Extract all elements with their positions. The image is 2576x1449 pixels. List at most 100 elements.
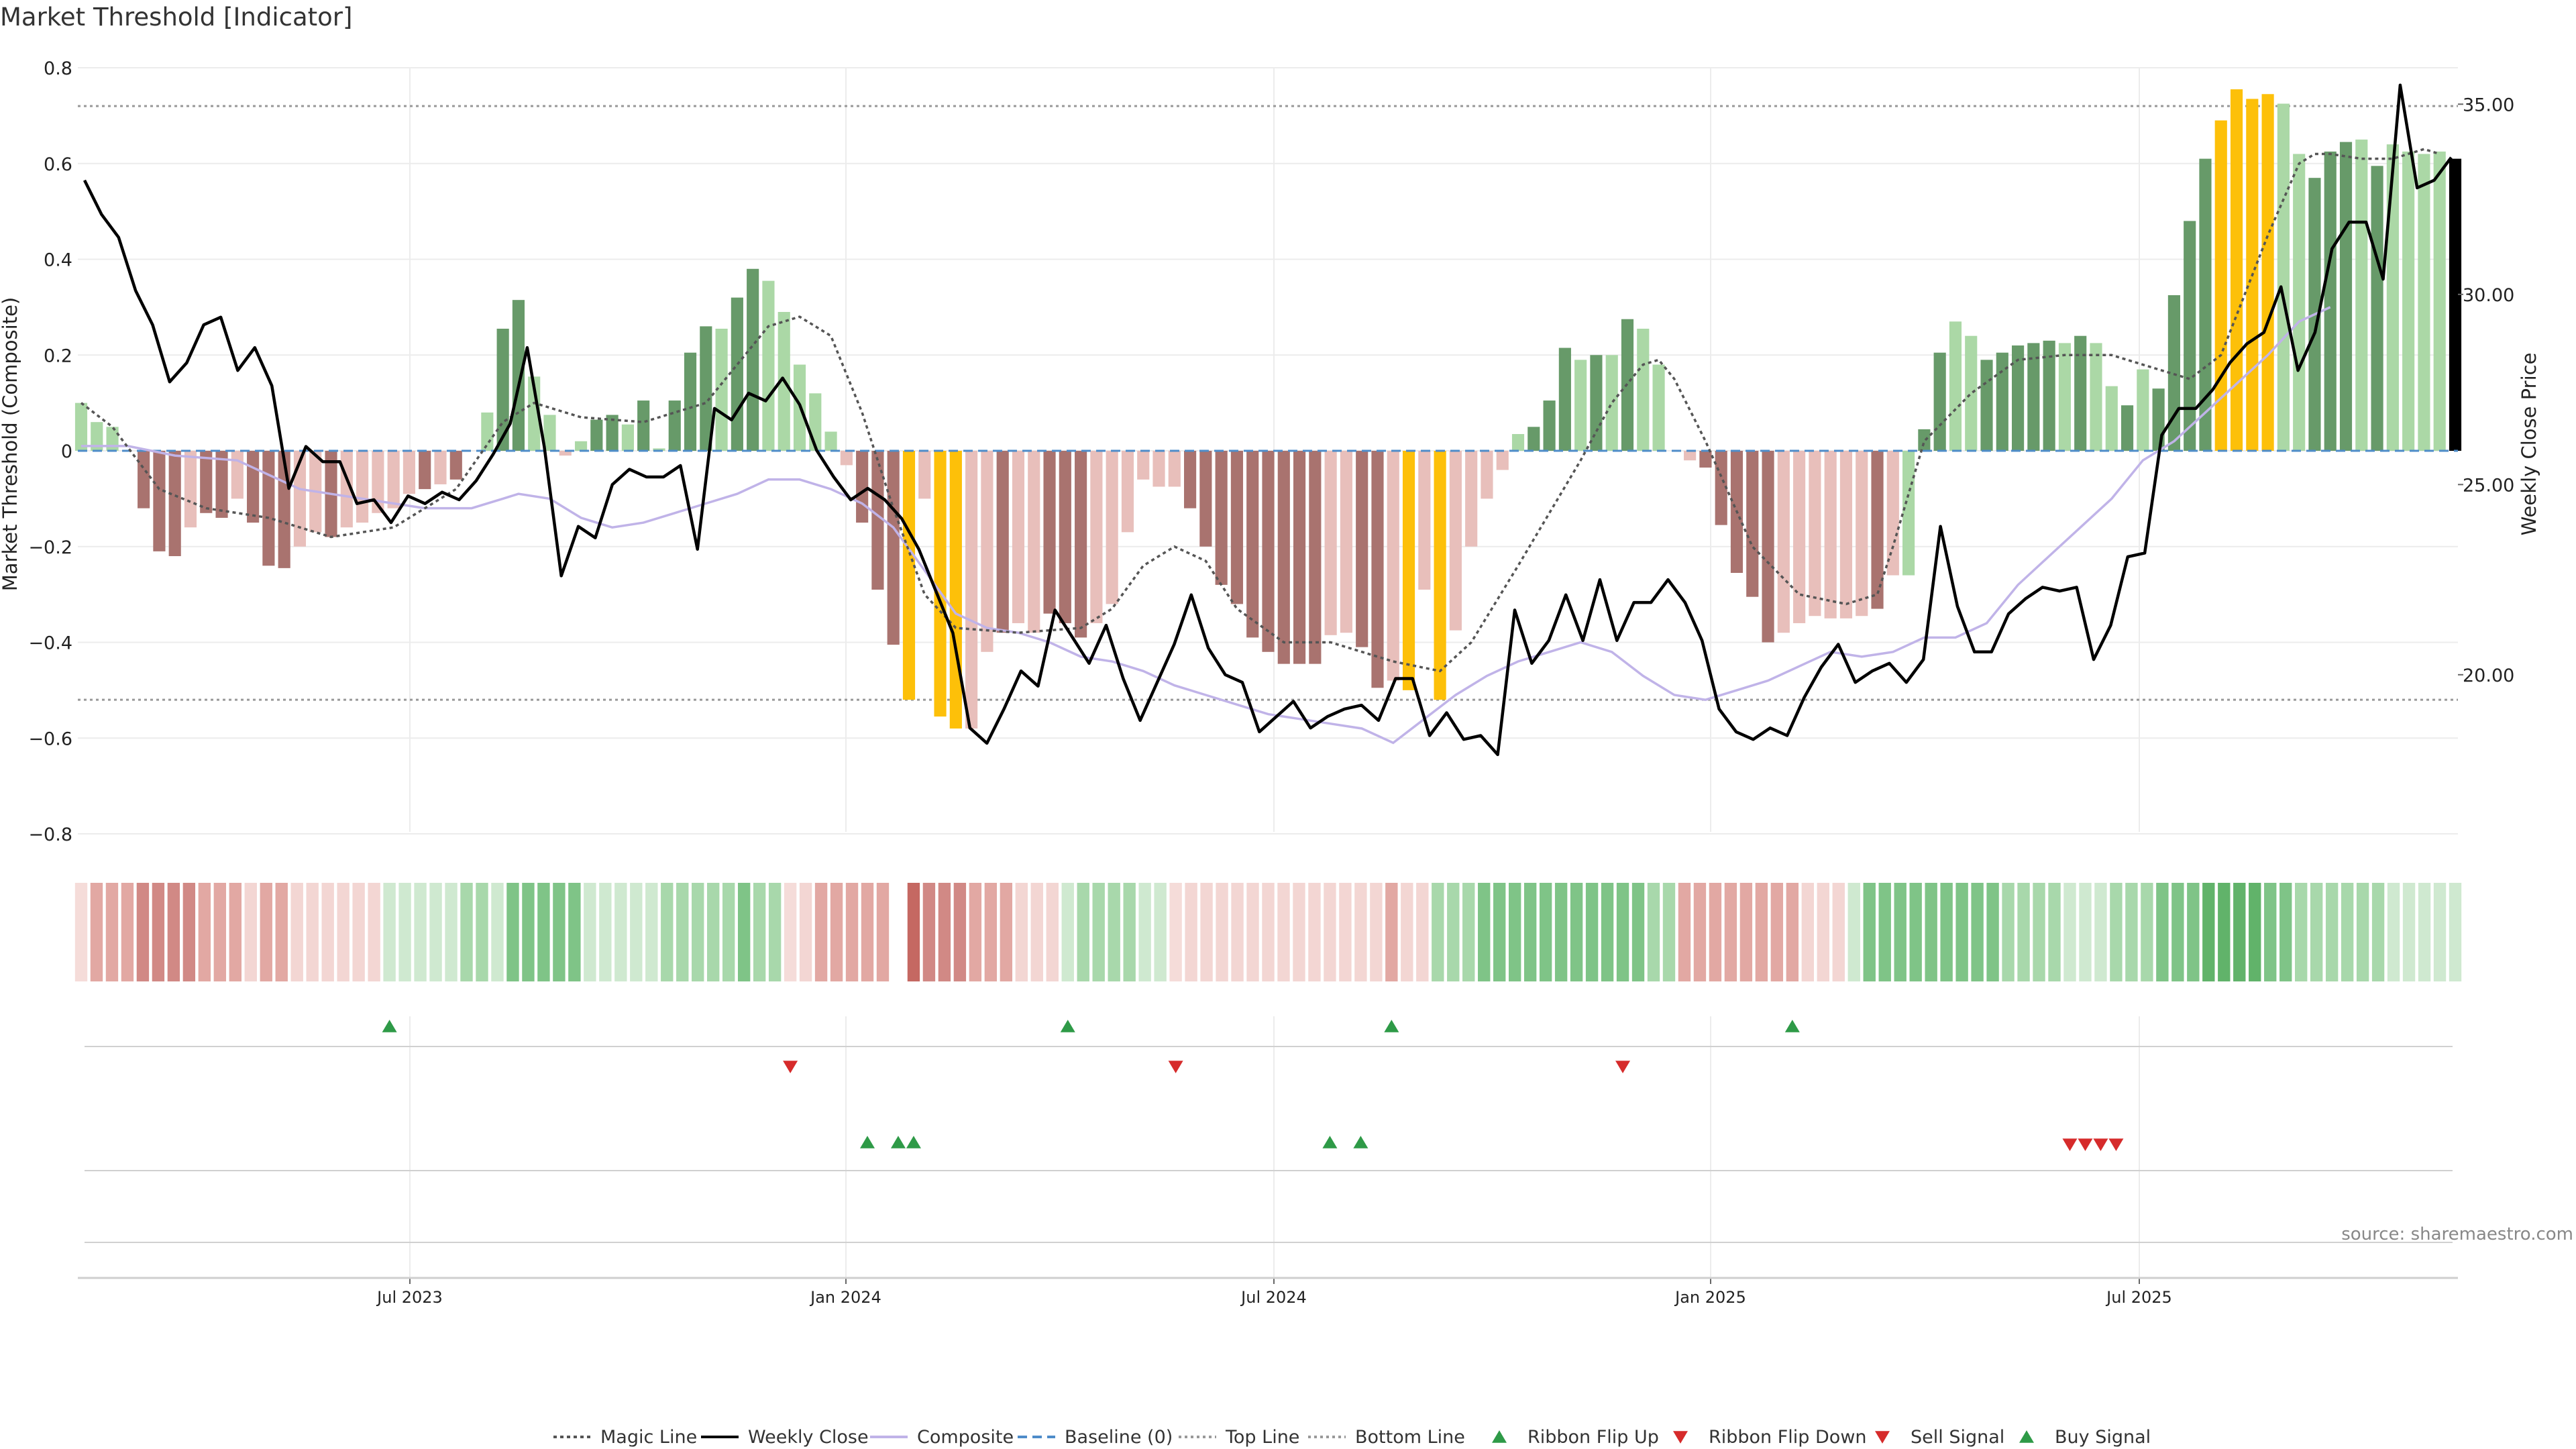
ribbon-cell xyxy=(2125,883,2138,981)
ribbon-cell xyxy=(1246,883,1259,981)
ribbon-cell xyxy=(876,883,890,981)
composite-bar xyxy=(918,451,931,499)
ribbon-cell xyxy=(2094,883,2107,981)
composite-bar xyxy=(1949,321,1962,451)
ribbon-cell xyxy=(476,883,488,981)
composite-bar xyxy=(200,451,213,513)
ribbon-cell xyxy=(645,883,658,981)
ribbon-cell xyxy=(1678,883,1691,981)
composite-bar xyxy=(1356,451,1368,647)
ribbon-cell xyxy=(198,883,211,981)
axes: 0.8 0.6 0.4 0.2 0 −0.2 −0.4 −0.6 −0.8 Jul 2023 Jan… xyxy=(28,58,2514,1307)
ribbon-cell xyxy=(152,883,165,981)
ribbon-cell xyxy=(768,883,782,981)
x-tick-label: Jul 2024 xyxy=(1240,1288,1307,1307)
ribbon-cell xyxy=(2341,883,2354,981)
ribbon-cell xyxy=(1909,883,1922,981)
composite-bar xyxy=(621,424,634,451)
ribbon-cell xyxy=(1000,883,1013,981)
ribbon-cell xyxy=(306,883,319,981)
ribbon-cell xyxy=(799,883,812,981)
ribbon-cell xyxy=(136,883,150,981)
weekly-close-line xyxy=(83,83,2453,757)
composite-line xyxy=(81,306,2331,745)
ribbon-cell xyxy=(907,883,920,981)
composite-bar xyxy=(715,328,728,451)
composite-bar xyxy=(1340,451,1352,633)
composite-bar xyxy=(1090,451,1103,623)
ribbon-cell xyxy=(1154,883,1167,981)
ribbon-flip-up-marker xyxy=(382,1020,397,1032)
ribbon-cell xyxy=(1755,883,1768,981)
composite-bar xyxy=(1465,451,1478,547)
composite-bar xyxy=(1402,451,1415,690)
ribbon-cell xyxy=(553,883,566,981)
ribbon-cell xyxy=(506,883,519,981)
ribbon-cell xyxy=(1616,883,1629,981)
composite-bar xyxy=(496,328,509,451)
composite-bar xyxy=(824,431,837,451)
composite-bar xyxy=(965,451,978,729)
composite-bar xyxy=(1605,355,1618,451)
ribbon-cell xyxy=(1277,883,1290,981)
composite-bar xyxy=(1277,451,1290,664)
composite-bar xyxy=(1371,451,1384,688)
composite-bar xyxy=(606,415,619,451)
ribbon-cell xyxy=(2048,883,2061,981)
composite-bar xyxy=(1449,451,1462,631)
composite-bar xyxy=(2386,144,2399,451)
source-note: source: sharemaestro.com xyxy=(2341,1224,2573,1244)
buy-signal-marker xyxy=(890,1136,906,1148)
composite-bar xyxy=(1168,451,1181,487)
ribbon-cell xyxy=(275,883,288,981)
composite-bar xyxy=(902,451,916,700)
ribbon-cell xyxy=(1169,883,1182,981)
ribbon-cell xyxy=(2202,883,2215,981)
ribbon-cell xyxy=(1878,883,1891,981)
composite-bar xyxy=(2433,151,2446,451)
y-tick-label: 0.4 xyxy=(44,250,72,271)
ribbon-cell xyxy=(830,883,843,981)
ribbon-cell xyxy=(1416,883,1429,981)
ribbon-cell xyxy=(2141,883,2153,981)
ribbon-cell xyxy=(1986,883,1999,981)
buy-signal-marker xyxy=(860,1136,875,1148)
legend-label: Weekly Close xyxy=(748,1427,869,1448)
composite-bar xyxy=(1184,451,1197,508)
ribbon-cell xyxy=(2110,883,2123,981)
ribbon-cell xyxy=(1863,883,1876,981)
ribbon-cell xyxy=(1077,883,1089,981)
ribbon-cell xyxy=(2402,883,2416,981)
composite-bar xyxy=(481,412,494,451)
y2-tick-label: 35.00 xyxy=(2463,95,2514,115)
composite-bar xyxy=(1980,360,1993,451)
composite-bar xyxy=(1075,451,1087,638)
composite-bar xyxy=(1824,451,1837,619)
composite-bar xyxy=(449,451,462,480)
ribbon-cell xyxy=(2156,883,2169,981)
ribbon-cell xyxy=(1631,883,1645,981)
ribbon-cell xyxy=(1925,883,1937,981)
ribbon-cell xyxy=(1015,883,1028,981)
composite-bar xyxy=(949,451,962,729)
composite-bar xyxy=(574,441,588,451)
composite-bar xyxy=(1262,451,1275,652)
ribbon-cell xyxy=(1786,883,1799,981)
y-tick-label: −0.6 xyxy=(28,729,72,749)
ribbon-cell xyxy=(383,883,396,981)
gridlines xyxy=(78,67,2458,1278)
ribbon-cell xyxy=(2433,883,2447,981)
composite-bar xyxy=(138,451,150,508)
ribbon-cell xyxy=(1432,883,1444,981)
ribbon-cell xyxy=(1370,883,1383,981)
ribbon-flip-down-marker xyxy=(1168,1061,1183,1073)
composite-bar xyxy=(1324,451,1337,635)
composite-bar xyxy=(2230,89,2243,451)
ribbon-cell xyxy=(460,883,473,981)
ribbon-cell xyxy=(1709,883,1722,981)
ribbon-cell xyxy=(1293,883,1305,981)
y2-axis-label: Weekly Close Price xyxy=(2518,353,2540,536)
ribbon-flip-up-marker xyxy=(1384,1020,1399,1032)
ribbon-cell xyxy=(1385,883,1398,981)
composite-bar xyxy=(934,451,947,717)
